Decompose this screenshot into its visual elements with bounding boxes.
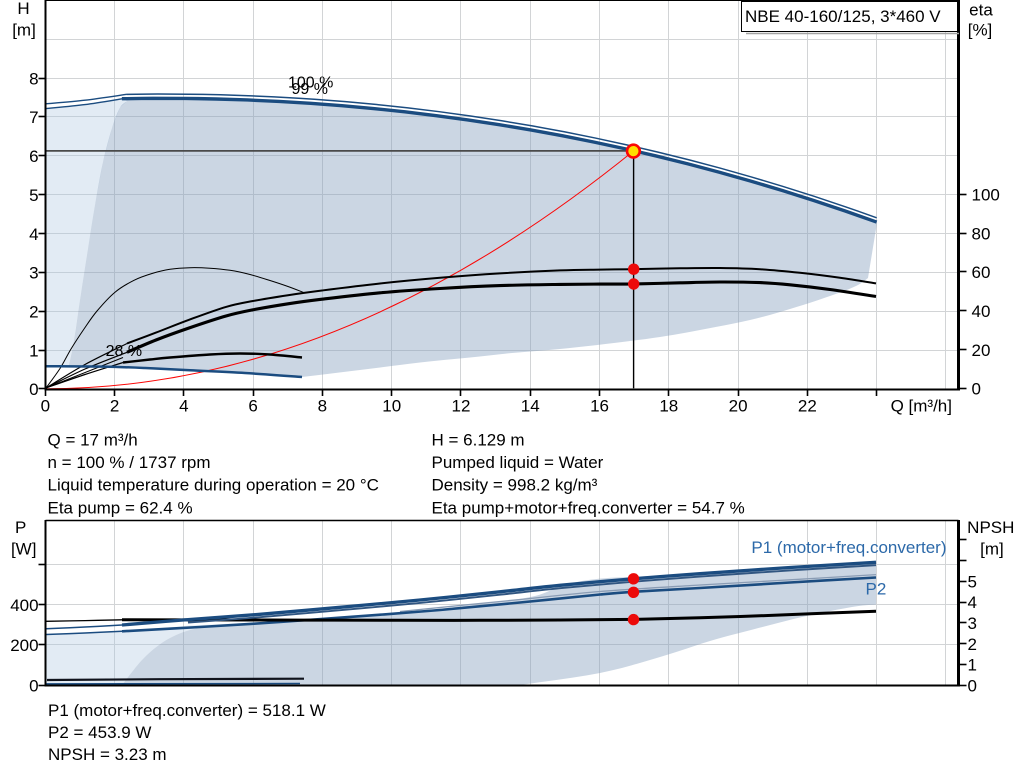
svg-text:0: 0 [968,676,977,695]
svg-text:[%]: [%] [968,20,993,39]
svg-text:0: 0 [972,380,981,399]
svg-text:3: 3 [968,614,977,633]
svg-text:8: 8 [29,69,38,88]
svg-text:4: 4 [179,397,188,416]
svg-text:8: 8 [318,397,327,416]
svg-text:1: 1 [968,656,977,675]
svg-text:80: 80 [972,224,991,243]
svg-text:14: 14 [521,397,540,416]
svg-text:7: 7 [29,108,38,127]
svg-text:0: 0 [29,676,38,695]
svg-text:4: 4 [29,225,38,244]
svg-text:NPSH = 3.23 m: NPSH = 3.23 m [48,745,167,764]
svg-text:n = 100 % / 1737 rpm: n = 100 % / 1737 rpm [48,453,211,472]
svg-text:28 %: 28 % [106,343,142,360]
svg-text:Q = 17 m³/h: Q = 17 m³/h [48,431,138,450]
svg-text:3: 3 [29,264,38,283]
svg-text:20: 20 [972,341,991,360]
svg-text:NPSH: NPSH [967,518,1014,537]
svg-text:10: 10 [382,397,401,416]
svg-text:2: 2 [110,397,119,416]
svg-text:Pumped liquid = Water: Pumped liquid = Water [432,453,604,472]
svg-text:0: 0 [29,380,38,399]
svg-text:P2: P2 [866,580,887,599]
svg-text:P2 = 453.9 W: P2 = 453.9 W [48,723,151,742]
svg-text:P1 (motor+freq.converter): P1 (motor+freq.converter) [751,538,946,557]
svg-text:1: 1 [29,341,38,360]
svg-text:5: 5 [29,186,38,205]
svg-text:P1 (motor+freq.converter) = 51: P1 (motor+freq.converter) = 518.1 W [48,701,326,720]
svg-text:Density = 998.2 kg/m³: Density = 998.2 kg/m³ [432,476,598,495]
svg-text:Q [m³/h]: Q [m³/h] [891,397,952,416]
svg-text:P: P [15,518,26,537]
svg-text:18: 18 [659,397,678,416]
svg-text:100: 100 [972,185,1000,204]
svg-text:60: 60 [972,263,991,282]
svg-text:40: 40 [972,302,991,321]
svg-text:20: 20 [729,397,748,416]
svg-text:Liquid temperature during oper: Liquid temperature during operation = 20… [48,476,379,495]
svg-text:99 %: 99 % [292,81,328,98]
svg-text:5: 5 [968,572,977,591]
svg-text:6: 6 [29,147,38,166]
svg-text:200: 200 [10,636,38,655]
svg-text:H = 6.129 m: H = 6.129 m [432,431,525,450]
svg-text:22: 22 [798,397,817,416]
svg-text:100 %: 100 % [288,75,333,92]
svg-text:NBE 40-160/125, 3*460 V: NBE 40-160/125, 3*460 V [745,7,941,26]
svg-text:H: H [17,0,29,18]
svg-text:Eta pump+motor+freq.converter: Eta pump+motor+freq.converter = 54.7 % [432,498,745,517]
svg-text:0: 0 [41,397,50,416]
svg-text:2: 2 [968,635,977,654]
svg-text:12: 12 [452,397,471,416]
svg-text:2: 2 [29,302,38,321]
svg-text:[m]: [m] [12,20,36,39]
svg-text:6: 6 [248,397,257,416]
svg-text:eta: eta [969,0,993,19]
svg-text:4: 4 [968,593,977,612]
svg-text:[W]: [W] [11,539,37,558]
svg-text:[m]: [m] [980,539,1004,558]
svg-text:16: 16 [590,397,609,416]
svg-text:400: 400 [10,596,38,615]
svg-text:Eta pump = 62.4 %: Eta pump = 62.4 % [48,498,193,517]
